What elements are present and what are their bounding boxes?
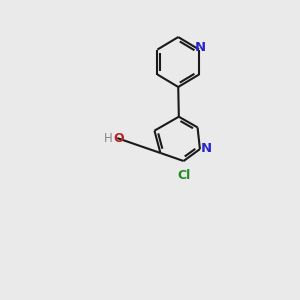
Text: O: O [113, 132, 124, 145]
Text: N: N [195, 41, 206, 54]
Text: H: H [104, 132, 112, 145]
Text: N: N [201, 142, 212, 155]
Text: Cl: Cl [178, 169, 191, 182]
